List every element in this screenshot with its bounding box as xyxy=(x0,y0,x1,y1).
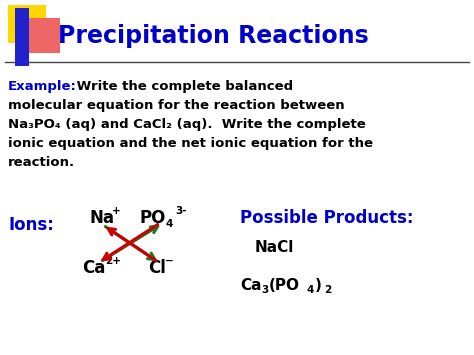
Text: ): ) xyxy=(315,278,322,293)
Text: 2: 2 xyxy=(324,285,331,295)
Text: Possible Products:: Possible Products: xyxy=(240,209,413,227)
Text: 3-: 3- xyxy=(175,206,186,216)
Text: 2+: 2+ xyxy=(105,256,121,266)
Text: Na: Na xyxy=(90,209,115,227)
Text: Na₃PO₄ (aq) and CaCl₂ (aq).  Write the complete: Na₃PO₄ (aq) and CaCl₂ (aq). Write the co… xyxy=(8,118,366,131)
Text: Precipitation Reactions: Precipitation Reactions xyxy=(58,24,369,48)
Text: PO: PO xyxy=(140,209,166,227)
Text: molecular equation for the reaction between: molecular equation for the reaction betw… xyxy=(8,99,345,112)
Text: Cl: Cl xyxy=(148,259,166,277)
Text: 4: 4 xyxy=(166,219,173,229)
Text: Ca: Ca xyxy=(240,278,262,293)
Bar xyxy=(22,18,60,53)
Bar xyxy=(15,8,29,66)
Text: ionic equation and the net ionic equation for the: ionic equation and the net ionic equatio… xyxy=(8,137,373,150)
Text: Write the complete balanced: Write the complete balanced xyxy=(72,80,293,93)
Text: Ca: Ca xyxy=(82,259,105,277)
Text: 4: 4 xyxy=(307,285,314,295)
Text: (PO: (PO xyxy=(269,278,300,293)
Text: reaction.: reaction. xyxy=(8,156,75,169)
Text: Ions:: Ions: xyxy=(8,216,54,234)
Bar xyxy=(8,5,46,43)
Text: 3: 3 xyxy=(261,285,268,295)
Text: +: + xyxy=(112,206,121,216)
Text: −: − xyxy=(165,256,174,266)
Text: NaCl: NaCl xyxy=(255,240,294,256)
Text: Example:: Example: xyxy=(8,80,77,93)
